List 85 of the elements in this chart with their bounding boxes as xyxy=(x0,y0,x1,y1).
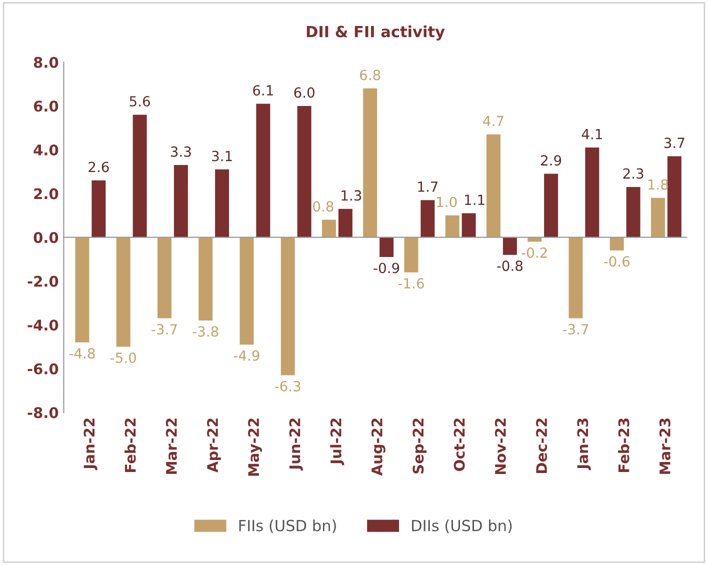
x-tick-label: Apr-22 xyxy=(207,418,221,472)
data-label: 1.7 xyxy=(418,182,438,192)
bar xyxy=(256,104,270,238)
bar xyxy=(380,237,394,258)
data-label: 6.0 xyxy=(294,87,314,98)
bar xyxy=(486,134,500,238)
bar xyxy=(667,156,682,238)
bar xyxy=(280,237,295,376)
data-label: 3.7 xyxy=(664,138,684,148)
bar xyxy=(544,174,558,238)
y-tick-label: -2.0 xyxy=(28,276,58,287)
data-label: 2.3 xyxy=(623,168,644,179)
data-label: 4.1 xyxy=(582,129,602,140)
data-label: 2.9 xyxy=(541,155,562,166)
data-label: -6.3 xyxy=(274,380,300,392)
bar xyxy=(338,208,352,238)
x-tick-label: Aug-22 xyxy=(371,418,386,476)
x-tick-label: Mar-23 xyxy=(659,418,670,474)
bar xyxy=(404,237,418,272)
y-tick-label: 0.0 xyxy=(34,232,58,244)
y-tick-label: 4.0 xyxy=(34,144,58,156)
bar xyxy=(363,88,378,238)
bar xyxy=(322,220,336,238)
bar xyxy=(75,237,90,342)
bar xyxy=(650,198,665,238)
data-label: 4.7 xyxy=(483,116,504,126)
bar xyxy=(445,215,460,238)
x-tick-label: Mar-22 xyxy=(166,418,177,474)
data-label: 1.3 xyxy=(342,190,362,201)
data-label: -4.9 xyxy=(234,350,260,361)
x-tick-label: Nov-22 xyxy=(494,418,506,474)
x-tick-label: Jun-22 xyxy=(289,418,304,471)
bar xyxy=(198,237,213,320)
data-label: 3.3 xyxy=(170,146,191,157)
data-label: -0.2 xyxy=(522,247,547,258)
x-tick-label: Feb-22 xyxy=(124,418,136,472)
legend-label: FIIs (USD bn) xyxy=(239,520,336,534)
data-label: 0.8 xyxy=(313,201,334,212)
y-tick-label: -8.0 xyxy=(28,407,58,418)
x-tick-label: Sep-22 xyxy=(412,418,427,474)
x-tick-label: Jan-22 xyxy=(84,418,98,470)
bar xyxy=(240,237,254,345)
y-tick-label: -6.0 xyxy=(28,363,58,374)
bar xyxy=(585,148,600,238)
data-label: -1.6 xyxy=(398,278,424,289)
bar xyxy=(610,237,624,250)
legend-label: DIIs (USD bn) xyxy=(412,520,512,534)
data-label: -0.6 xyxy=(604,256,630,267)
y-tick-label: 8.0 xyxy=(34,56,58,68)
bar xyxy=(92,180,106,238)
data-label: 1.1 xyxy=(465,194,484,205)
bar xyxy=(132,114,147,238)
y-tick-label: -4.0 xyxy=(28,320,58,331)
bar xyxy=(502,237,517,255)
bar xyxy=(174,165,188,238)
data-label: 1.0 xyxy=(437,196,457,208)
bar xyxy=(568,237,583,318)
data-label: 5.6 xyxy=(130,96,150,107)
data-label: -3.7 xyxy=(152,324,177,335)
bar xyxy=(157,237,172,318)
bar xyxy=(116,237,130,347)
data-label: 6.8 xyxy=(360,70,380,80)
bar xyxy=(626,186,640,238)
data-label: 3.1 xyxy=(212,150,232,162)
bar xyxy=(215,169,230,238)
y-tick-label: 6.0 xyxy=(34,100,58,112)
data-label: 2.6 xyxy=(88,162,109,172)
bar xyxy=(420,200,435,238)
data-label: -0.9 xyxy=(374,262,400,274)
x-tick-label: Feb-23 xyxy=(618,418,630,472)
data-label: -0.8 xyxy=(497,260,523,272)
y-tick-label: 2.0 xyxy=(34,188,58,200)
data-label: -3.7 xyxy=(562,324,588,335)
bar xyxy=(462,213,476,238)
x-tick-label: May-22 xyxy=(248,418,262,476)
data-label: -5.0 xyxy=(110,352,136,363)
x-tick-label: Jul-22 xyxy=(330,418,344,466)
data-label: -4.8 xyxy=(69,348,95,359)
x-tick-label: Oct-22 xyxy=(454,418,465,471)
bar xyxy=(297,106,312,238)
data-label: 6.1 xyxy=(253,85,273,96)
x-tick-label: Dec-22 xyxy=(536,418,548,473)
data-label: -3.8 xyxy=(192,326,218,337)
x-tick-label: Jan-23 xyxy=(577,418,591,470)
chart-title: DII & FII activity xyxy=(306,26,445,40)
